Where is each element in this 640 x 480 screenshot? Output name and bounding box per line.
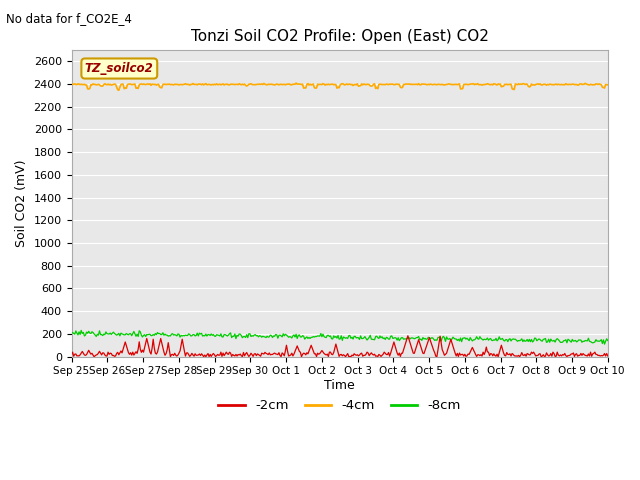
Legend: -2cm, -4cm, -8cm: -2cm, -4cm, -8cm (213, 394, 467, 418)
Y-axis label: Soil CO2 (mV): Soil CO2 (mV) (15, 159, 28, 247)
Title: Tonzi Soil CO2 Profile: Open (East) CO2: Tonzi Soil CO2 Profile: Open (East) CO2 (191, 29, 488, 44)
X-axis label: Time: Time (324, 379, 355, 392)
Text: No data for f_CO2E_4: No data for f_CO2E_4 (6, 12, 132, 25)
Text: TZ_soilco2: TZ_soilco2 (85, 62, 154, 75)
